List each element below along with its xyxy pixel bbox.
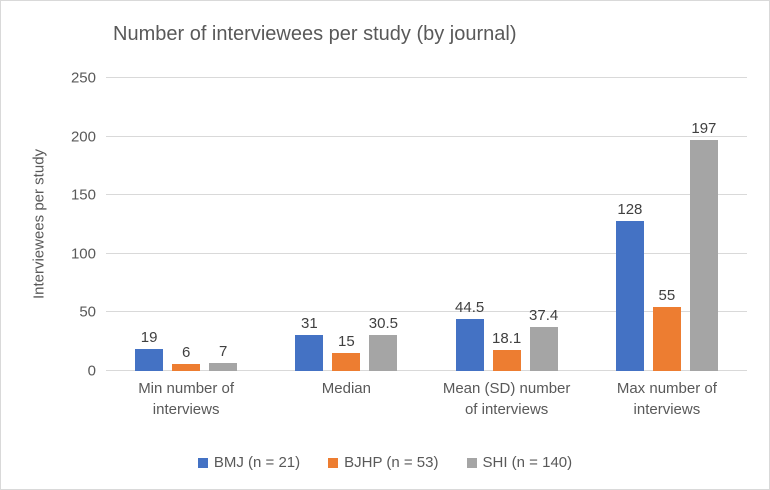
bar-with-label: 31: [295, 78, 324, 371]
y-tick-label: 50: [79, 303, 96, 321]
bar-value-label: 15: [338, 333, 355, 351]
y-tick-label: 150: [70, 186, 96, 204]
bar-with-label: 55: [652, 78, 681, 371]
legend-marker-icon: [466, 457, 477, 468]
y-tick-label: 0: [87, 362, 96, 380]
y-tick-label: 200: [70, 128, 96, 146]
bar-value-label: 7: [218, 342, 228, 360]
bar: [529, 327, 558, 371]
gridline: [106, 135, 747, 137]
x-axis-category-label: Min number of interviews: [138, 380, 235, 418]
bar-with-label: 7: [209, 78, 238, 371]
gridline: [106, 370, 747, 371]
chart-title: Number of interviewees per study (by jou…: [113, 23, 517, 45]
legend-label: BJHP (n = 53): [344, 454, 439, 471]
bar-value-label: 19: [140, 328, 158, 346]
bar: [652, 306, 681, 371]
gridline: [106, 252, 747, 254]
y-tick-labels: 0 50 100 150 200 250: [1, 70, 96, 380]
bar-with-label: 197: [689, 78, 718, 371]
bar-with-label: 128: [615, 78, 644, 371]
bar-group: 19 6 7: [106, 78, 266, 371]
bar-with-label: 37.4: [529, 78, 559, 371]
bar: [615, 220, 644, 371]
bar: [135, 348, 164, 371]
gridline: [106, 77, 747, 78]
bar: [455, 318, 484, 371]
bar-value-label: 128: [617, 200, 643, 218]
legend-label: BMJ (n = 21): [213, 454, 301, 471]
bar-with-label: 30.5: [368, 78, 398, 371]
bar-with-label: 18.1: [492, 78, 522, 371]
gridline: [106, 311, 747, 313]
bar: [689, 140, 718, 371]
legend-marker-icon: [197, 457, 208, 468]
x-axis-labels: Min number of interviews Median Mean (SD) …: [106, 378, 747, 420]
x-axis-category-label: Max number of interviews: [616, 380, 717, 418]
plot-area: 19 6 7 31 15 30.5 44.5 18.1 37.4 128 55 197: [106, 77, 747, 371]
bar-group: 128 55 197: [587, 78, 747, 371]
bar-value-label: 197: [691, 120, 717, 138]
bar-with-label: 6: [172, 78, 201, 371]
bar-with-label: 19: [135, 78, 164, 371]
legend-item: SHI (n = 140): [466, 454, 573, 471]
bar-value-label: 37.4: [529, 307, 559, 325]
gridlines: [106, 77, 747, 371]
bar-value-label: 30.5: [368, 315, 398, 333]
x-axis-category-label: Mean (SD) number of interviews: [442, 380, 571, 418]
legend: BMJ (n = 21) BJHP (n = 53) SHI (n = 140): [1, 454, 769, 471]
bar-with-label: 15: [332, 78, 361, 371]
gridline: [106, 194, 747, 196]
bar-group: 31 15 30.5: [266, 78, 426, 371]
bar: [172, 363, 201, 371]
legend-label: SHI (n = 140): [482, 454, 573, 471]
bar: [209, 362, 238, 371]
bar-groups: 19 6 7 31 15 30.5 44.5 18.1 37.4 128 55 197: [106, 78, 747, 371]
y-tick-label: 250: [70, 69, 96, 87]
bar-value-label: 6: [181, 343, 191, 361]
y-tick-label: 100: [70, 245, 96, 263]
bar-value-label: 44.5: [455, 298, 485, 316]
bar: [492, 349, 521, 371]
bar: [369, 335, 398, 371]
bar-with-label: 44.5: [455, 78, 485, 371]
bar: [295, 334, 324, 371]
bar-value-label: 31: [301, 314, 318, 332]
bar-value-label: 18.1: [492, 329, 522, 347]
legend-marker-icon: [328, 457, 339, 468]
x-axis-category-label: Median: [321, 380, 371, 397]
legend-item: BMJ (n = 21): [197, 454, 301, 471]
bar-group: 44.5 18.1 37.4: [427, 78, 587, 371]
bar: [332, 353, 361, 371]
legend-item: BJHP (n = 53): [328, 454, 439, 471]
bar-value-label: 55: [658, 286, 676, 304]
